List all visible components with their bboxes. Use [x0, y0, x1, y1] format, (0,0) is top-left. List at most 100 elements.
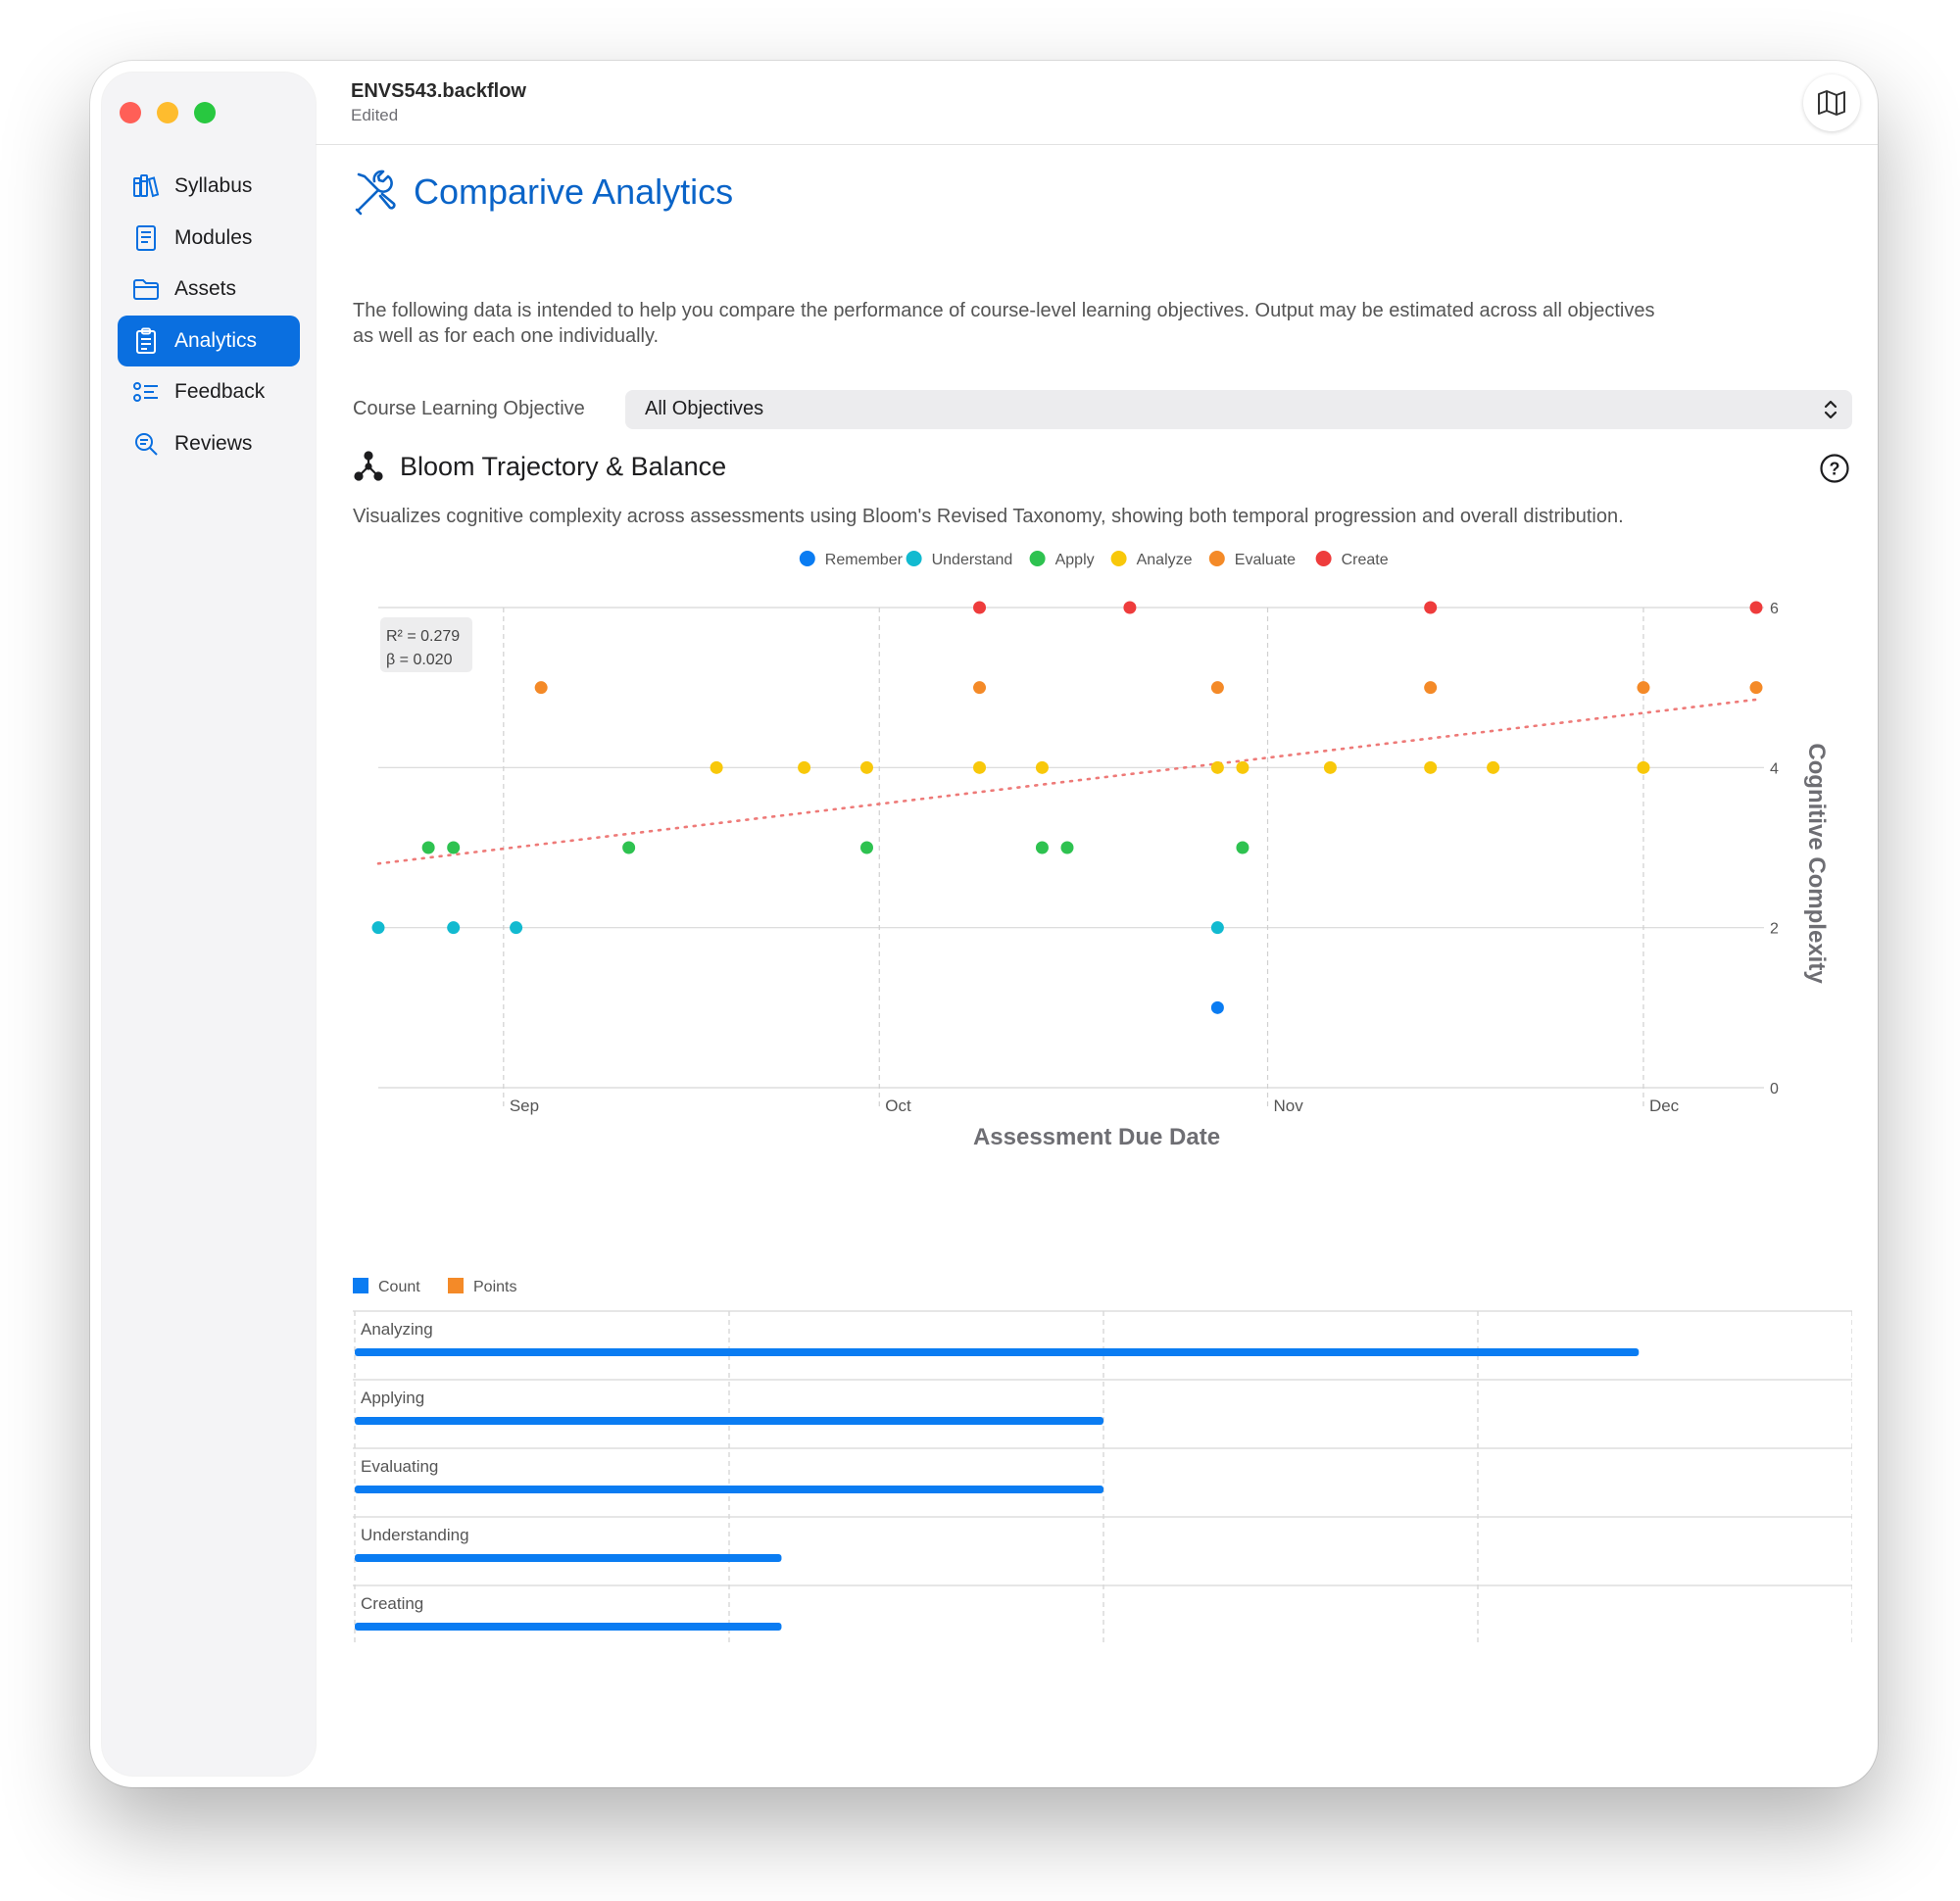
sidebar-item-modules[interactable]: Modules	[118, 213, 300, 264]
series-remember	[1210, 1000, 1224, 1014]
zoom-window-button[interactable]	[194, 102, 216, 123]
data-point	[1035, 841, 1049, 854]
legend-label: Count	[378, 1279, 420, 1295]
series-evaluate	[534, 681, 1763, 695]
data-point	[1060, 841, 1074, 854]
sidebar-item-assets[interactable]: Assets	[118, 264, 300, 315]
annotation-r2: R² = 0.279	[386, 628, 460, 645]
series-create	[973, 601, 1763, 614]
objective-select[interactable]: All Objectives	[625, 390, 1852, 429]
legend-swatch	[1208, 551, 1225, 566]
data-point	[1749, 601, 1763, 614]
sidebar-item-reviews[interactable]: Reviews	[118, 418, 300, 469]
data-point	[973, 760, 987, 774]
data-point	[1236, 841, 1250, 854]
window-controls	[120, 102, 216, 123]
map-button[interactable]	[1803, 74, 1860, 131]
data-point	[1637, 681, 1650, 695]
legend-item: Remember	[799, 551, 904, 568]
sidebar-item-feedback[interactable]: Feedback	[118, 366, 300, 417]
legend-item: Count	[353, 1278, 420, 1295]
section-title: Bloom Trajectory & Balance	[353, 451, 726, 482]
series-analyze	[710, 760, 1650, 774]
document-icon	[131, 223, 161, 253]
minimize-window-button[interactable]	[157, 102, 178, 123]
bar-row: Evaluating	[355, 1457, 1103, 1493]
data-point	[447, 841, 461, 854]
tools-icon	[353, 169, 400, 216]
sidebar-item-analytics[interactable]: Analytics	[118, 315, 300, 366]
bar-category-label: Applying	[361, 1389, 424, 1407]
legend-item: Points	[448, 1278, 516, 1295]
objective-select-row: Course Learning Objective All Objectives	[353, 390, 1852, 429]
folder-icon	[131, 274, 161, 304]
data-point	[1210, 921, 1224, 935]
books-icon	[131, 171, 161, 201]
bloom-balance-chart: CountPoints0%10%20%30%AnalyzingApplyingE…	[353, 1278, 1852, 1644]
data-point	[1424, 760, 1438, 774]
x-tick-label: Sep	[510, 1097, 539, 1115]
bar	[355, 1486, 1103, 1493]
page-description: The following data is intended to help y…	[353, 298, 1842, 349]
magnifier-icon	[131, 429, 161, 459]
network-icon	[353, 451, 384, 482]
data-point	[1749, 681, 1763, 695]
legend-label: Points	[473, 1279, 516, 1295]
sidebar-item-label: Analytics	[174, 328, 258, 352]
help-button[interactable]: ?	[1819, 453, 1850, 484]
svg-text:?: ?	[1830, 460, 1840, 479]
sidebar: Syllabus Modules Assets	[102, 73, 316, 1776]
bar-row: Analyzing	[355, 1320, 1640, 1356]
annotation-background	[380, 617, 472, 672]
legend-item: Create	[1315, 551, 1389, 568]
bar-category-label: Analyzing	[361, 1320, 433, 1339]
data-point	[859, 760, 873, 774]
data-point	[1637, 760, 1650, 774]
legend-item: Analyze	[1110, 551, 1193, 568]
objective-select-value: All Objectives	[645, 398, 764, 419]
data-point	[1123, 601, 1137, 614]
series-apply	[421, 841, 1250, 854]
legend-label: Create	[1342, 552, 1389, 568]
data-point	[1236, 760, 1250, 774]
chevron-updown-icon	[1824, 400, 1838, 419]
series-understand	[371, 921, 1224, 935]
legend-item: Understand	[906, 551, 1013, 568]
data-point	[798, 760, 811, 774]
data-point	[421, 841, 435, 854]
legend-label: Understand	[932, 552, 1013, 568]
app-window: Syllabus Modules Assets	[90, 61, 1878, 1787]
sidebar-nav: Syllabus Modules Assets	[118, 161, 300, 469]
y-tick-label: 0	[1770, 1081, 1779, 1097]
data-point	[510, 921, 523, 935]
bloom-trajectory-chart: Remember Understand Apply Analyze Evaluate Cr…	[371, 551, 1830, 1150]
y-tick-label: 2	[1770, 921, 1779, 938]
legend-label: Evaluate	[1235, 552, 1296, 568]
data-point	[710, 760, 723, 774]
annotation-beta: β = 0.020	[386, 652, 453, 668]
data-point	[1424, 681, 1438, 695]
sidebar-item-label: Feedback	[174, 380, 266, 403]
legend-swatch	[448, 1278, 464, 1293]
document-status: Edited	[351, 106, 399, 124]
data-point	[1210, 760, 1224, 774]
data-point	[1210, 681, 1224, 695]
sidebar-item-label: Assets	[174, 277, 237, 300]
close-window-button[interactable]	[120, 102, 141, 123]
x-tick-label: Oct	[885, 1097, 911, 1115]
data-point	[534, 681, 548, 695]
x-tick-label: Nov	[1274, 1097, 1304, 1115]
data-point	[1210, 1000, 1224, 1014]
bar-category-label: Evaluating	[361, 1457, 438, 1476]
page-title-text: Comparive Analytics	[414, 171, 734, 212]
data-point	[371, 921, 385, 935]
data-point	[1487, 760, 1500, 774]
y-axis-title: Cognitive Complexity	[1803, 743, 1830, 984]
legend-item: Apply	[1029, 551, 1095, 568]
titlebar: ENVS543.backflow Edited	[316, 61, 1878, 145]
sidebar-item-syllabus[interactable]: Syllabus	[118, 161, 300, 212]
legend-label: Remember	[825, 552, 904, 568]
bar-row: Creating	[355, 1594, 782, 1631]
scatter-legend: Remember Understand Apply Analyze Evaluate Cr…	[799, 551, 1389, 568]
data-point	[447, 921, 461, 935]
